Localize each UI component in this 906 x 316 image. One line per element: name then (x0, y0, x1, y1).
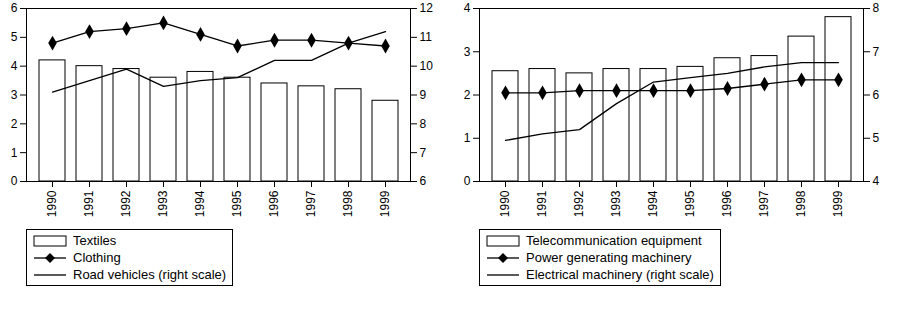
svg-text:1994: 1994 (193, 190, 207, 217)
svg-text:2: 2 (11, 117, 18, 131)
svg-text:9: 9 (420, 88, 427, 102)
svg-text:1992: 1992 (119, 190, 133, 217)
svg-text:1998: 1998 (341, 190, 355, 217)
svg-text:12: 12 (420, 1, 434, 15)
svg-text:6: 6 (11, 1, 18, 15)
svg-text:7: 7 (420, 146, 427, 160)
svg-text:1995: 1995 (683, 190, 697, 217)
svg-text:2: 2 (464, 88, 471, 102)
svg-text:4: 4 (464, 1, 471, 15)
svg-text:3: 3 (464, 45, 471, 59)
html-text:Clothing: Clothing (73, 250, 121, 265)
svg-text:3: 3 (11, 88, 18, 102)
svg-text:1996: 1996 (720, 190, 734, 217)
svg-text:1996: 1996 (267, 190, 281, 217)
svg-text:0: 0 (464, 174, 471, 188)
html-text:Textiles: Textiles (73, 233, 117, 248)
svg-text:8: 8 (420, 117, 427, 131)
svg-text:1990: 1990 (45, 190, 59, 217)
svg-text:0: 0 (11, 174, 18, 188)
svg-text:1997: 1997 (757, 190, 771, 217)
svg-text:1992: 1992 (572, 190, 586, 217)
svg-text:1: 1 (11, 146, 18, 160)
html-text:Power generating machinery: Power generating machinery (526, 250, 692, 265)
svg-text:1991: 1991 (82, 190, 96, 217)
svg-text:8: 8 (873, 1, 880, 15)
svg-text:1: 1 (464, 131, 471, 145)
svg-text:1993: 1993 (156, 190, 170, 217)
svg-text:1998: 1998 (794, 190, 808, 217)
html-text:Telecommunication equipment: Telecommunication equipment (526, 233, 702, 248)
svg-text:1995: 1995 (230, 190, 244, 217)
html-text:Electrical machinery (right sc: Electrical machinery (right scale) (526, 267, 714, 282)
svg-text:1999: 1999 (378, 190, 392, 217)
svg-text:10: 10 (420, 59, 434, 73)
svg-text:6: 6 (420, 174, 427, 188)
svg-text:7: 7 (873, 45, 880, 59)
svg-text:6: 6 (873, 88, 880, 102)
svg-text:1993: 1993 (609, 190, 623, 217)
svg-text:11: 11 (420, 30, 433, 44)
svg-text:1994: 1994 (646, 190, 660, 217)
html-text:Road vehicles (right scale): Road vehicles (right scale) (73, 267, 227, 282)
svg-text:4: 4 (11, 59, 18, 73)
svg-text:4: 4 (873, 174, 880, 188)
svg-text:1990: 1990 (498, 190, 512, 217)
svg-text:5: 5 (11, 30, 18, 44)
svg-text:1999: 1999 (831, 190, 845, 217)
svg-text:1997: 1997 (304, 190, 318, 217)
svg-text:5: 5 (873, 131, 880, 145)
svg-text:1991: 1991 (535, 190, 549, 217)
